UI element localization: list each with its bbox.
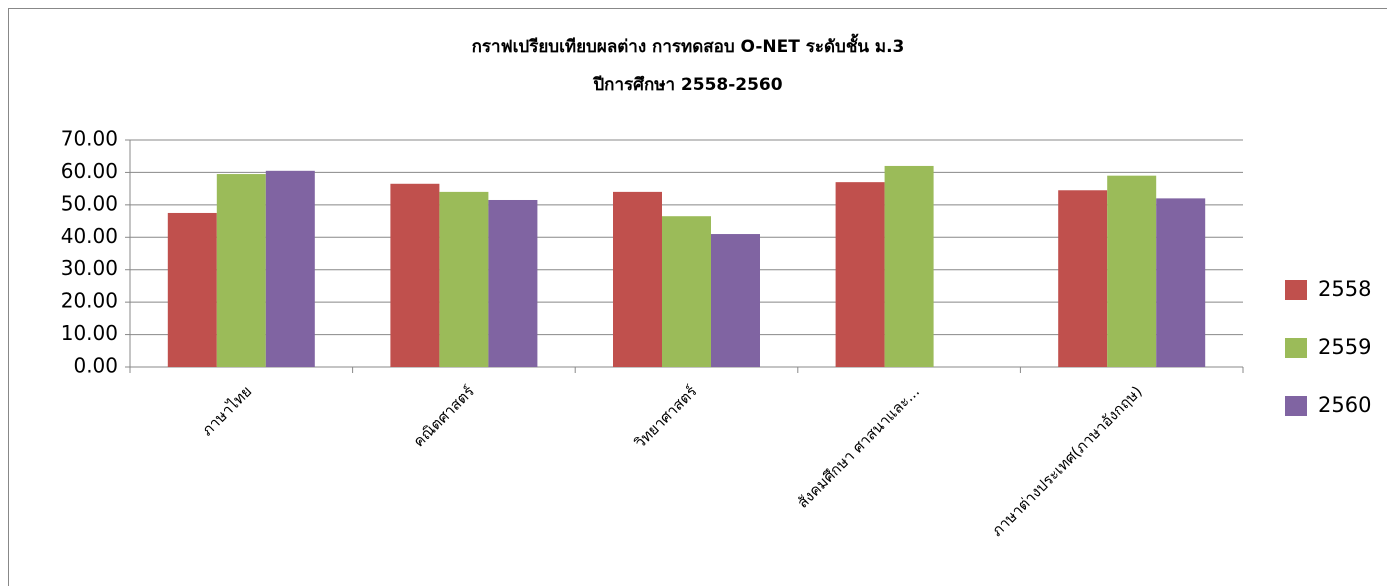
- bar: [884, 165, 934, 367]
- y-tick-label: 70.00: [61, 127, 118, 151]
- chart-subtitle: ปีการศึกษา 2558-2560: [593, 74, 783, 95]
- bar: [1107, 175, 1157, 367]
- legend-label: 2558: [1318, 277, 1371, 301]
- legend-label: 2560: [1318, 393, 1371, 417]
- bar: [265, 170, 315, 367]
- y-tick-label: 30.00: [61, 256, 118, 280]
- legend-swatch: [1285, 280, 1307, 300]
- legend-label: 2559: [1318, 335, 1371, 359]
- legend-swatch: [1285, 396, 1307, 416]
- bar: [711, 234, 760, 367]
- chart-title: กราฟเปรียบเทียบผลต่าง การทดสอบ O-NET ระด…: [472, 33, 905, 57]
- bar: [1156, 198, 1206, 367]
- bar: [390, 183, 440, 367]
- bar: [216, 174, 266, 367]
- bar: [488, 199, 538, 367]
- y-tick-label: 20.00: [61, 289, 118, 313]
- y-tick-label: 50.00: [61, 191, 118, 215]
- legend-swatch: [1285, 338, 1307, 358]
- bar: [167, 212, 217, 367]
- bar: [1058, 190, 1108, 367]
- y-tick-label: 10.00: [61, 321, 118, 345]
- bar: [613, 191, 662, 367]
- y-tick-label: 40.00: [61, 224, 118, 248]
- y-tick-label: 60.00: [61, 159, 118, 183]
- y-tick-label: 0.00: [73, 354, 118, 378]
- bar: [439, 191, 489, 367]
- bar: [835, 182, 885, 367]
- bar: [662, 216, 711, 367]
